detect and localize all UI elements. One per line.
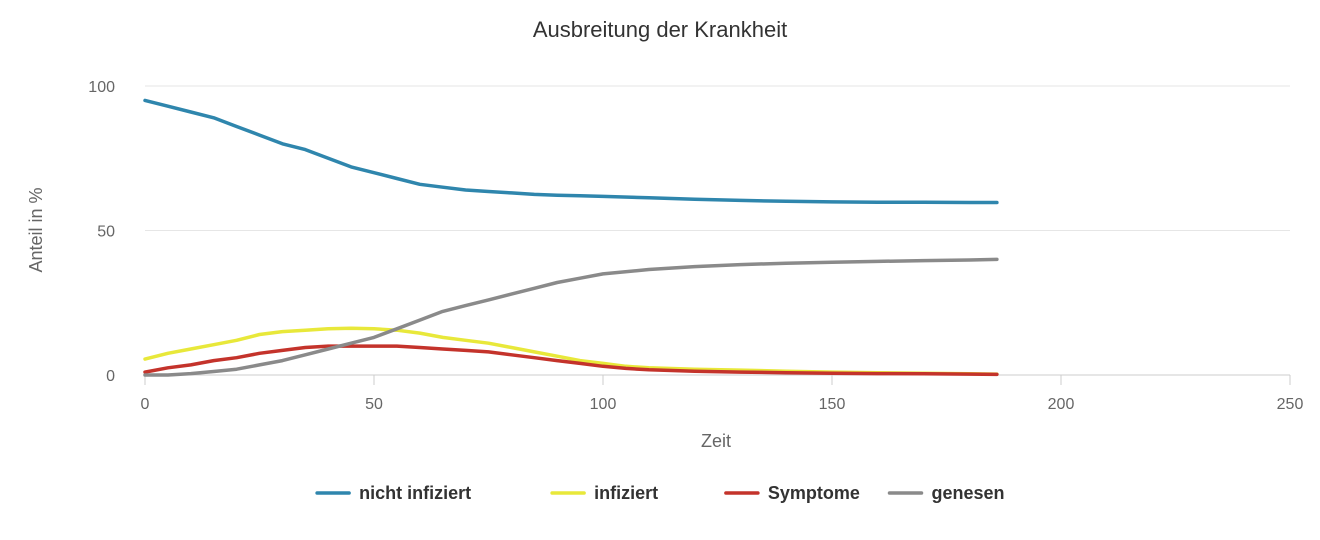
series-line [143, 98, 999, 205]
legend-label: genesen [932, 483, 1005, 503]
legend: nicht infiziert infiziert Symptome genesen [315, 483, 1005, 503]
grid-lines [145, 85, 1290, 231]
legend-label: nicht infiziert [359, 483, 471, 503]
x-tick-label: 100 [590, 396, 617, 413]
axes: 0 50 100 0 50 100 150 200 250 [88, 79, 1303, 413]
series-line [143, 257, 999, 377]
x-tick-label: 200 [1048, 396, 1075, 413]
series-line [143, 344, 999, 377]
legend-item[interactable]: infiziert [550, 483, 658, 503]
legend-item[interactable]: genesen [887, 483, 1005, 503]
legend-item[interactable]: Symptome [724, 483, 860, 503]
legend-label: infiziert [594, 483, 658, 503]
y-tick-label: 50 [97, 224, 115, 241]
chart-title: Ausbreitung der Krankheit [533, 17, 787, 42]
x-tick-label: 250 [1277, 396, 1304, 413]
y-axis-title: Anteil in % [26, 187, 46, 272]
x-tick-label: 150 [819, 396, 846, 413]
legend-label: Symptome [768, 483, 860, 503]
y-tick-label: 100 [88, 79, 115, 96]
y-tick-label: 0 [106, 368, 115, 385]
legend-item[interactable]: nicht infiziert [315, 483, 471, 503]
x-axis-title: Zeit [701, 431, 731, 451]
x-tick-label: 0 [141, 396, 150, 413]
x-tick-label: 50 [365, 396, 383, 413]
series-lines [143, 98, 999, 377]
